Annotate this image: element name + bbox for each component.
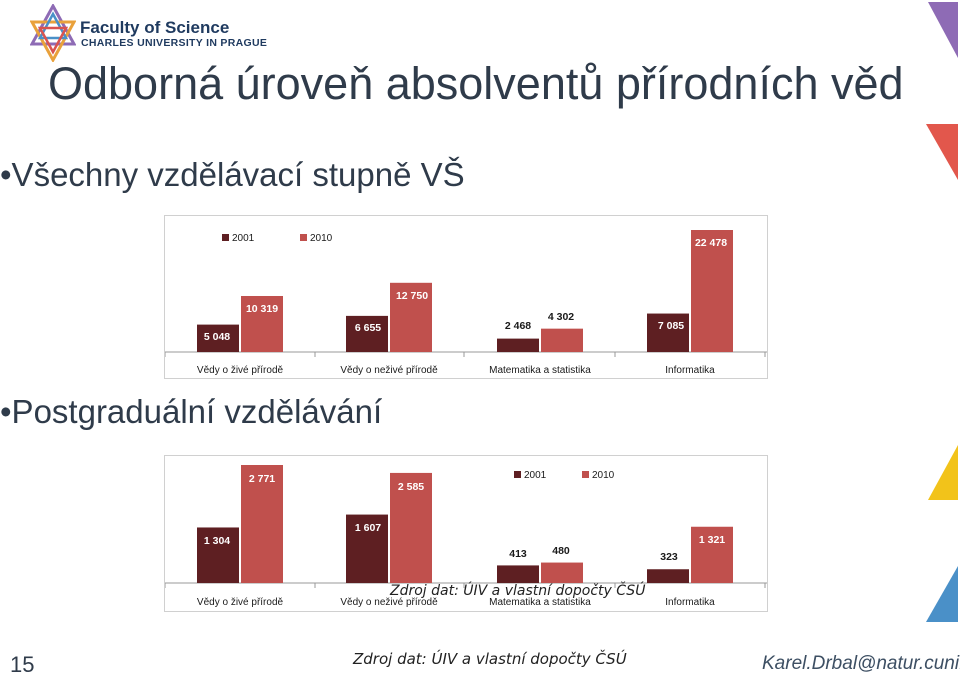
data-label: 1 607 [355, 522, 381, 534]
data-label: 4 302 [548, 311, 574, 323]
bar-2001 [197, 324, 239, 352]
category-label: Vědy o živé přírodě [197, 597, 284, 608]
bar-2001 [346, 315, 388, 352]
data-label: 1 304 [204, 535, 230, 547]
blue-triangle-icon [926, 566, 958, 622]
bar-2010 [241, 295, 283, 352]
source-note-footer: Zdroj dat: ÚIV a vlastní dopočty ČSÚ [353, 650, 627, 668]
data-label: 2 468 [505, 320, 531, 332]
side-decoration [926, 2, 958, 622]
data-label: 12 750 [396, 290, 428, 302]
data-label: 413 [509, 548, 527, 560]
bar-2010 [541, 562, 583, 583]
category-label: Matematika a statistika [489, 365, 591, 376]
data-label: 2 585 [398, 481, 424, 493]
legend-label-2010: 2010 [310, 233, 333, 244]
purple-triangle-icon [928, 2, 958, 58]
bar-2010 [390, 472, 432, 583]
bullet-all-levels: •Všechny vzdělávací stupně VŠ [0, 156, 465, 193]
data-label: 10 319 [246, 303, 278, 315]
bar-2010 [691, 526, 733, 583]
logo-star-icon [29, 2, 77, 64]
data-label: 1 321 [699, 534, 725, 546]
faculty-logo [29, 2, 77, 64]
yellow-triangle-icon [928, 445, 958, 500]
bar-2001 [647, 569, 689, 583]
legend-label-2010: 2010 [592, 470, 615, 481]
legend-label-2001: 2001 [524, 470, 547, 481]
category-label: Vědy o živé přírodě [197, 365, 284, 376]
data-label: 6 655 [355, 322, 381, 334]
bar-2010 [541, 328, 583, 352]
legend-swatch-2010 [582, 471, 589, 478]
chart-all-levels: 5 048 10 319 Vědy o živé přírodě 6 655 12 75… [164, 215, 768, 379]
bar-2001 [497, 565, 539, 583]
author-email: Karel.Drbal@natur.cuni.cz [762, 653, 960, 674]
bullet-postgraduate: •Postgraduální vzdělávání [0, 393, 383, 430]
faculty-name: Faculty of Science [80, 18, 230, 37]
source-note-overlay: Zdroj dat: ÚIV a vlastní dopočty ČSÚ [390, 583, 646, 599]
bar-2010 [390, 282, 432, 352]
bar-2001 [647, 313, 689, 352]
page-title: Odborná úroveň absolventů přírodních věd [48, 58, 904, 109]
data-label: 22 478 [695, 237, 727, 249]
university-name: CHARLES UNIVERSITY IN PRAGUE [81, 37, 268, 49]
category-label: Matematika a statistika [489, 597, 591, 608]
data-label: 2 771 [249, 473, 275, 485]
legend-label-2001: 2001 [232, 233, 255, 244]
legend-swatch-2010 [300, 234, 307, 241]
bar-2010 [241, 465, 283, 583]
legend-swatch-2001 [514, 471, 521, 478]
legend-swatch-2001 [222, 234, 229, 241]
bar-2010 [691, 230, 733, 352]
data-label: 5 048 [204, 331, 230, 343]
data-label: 480 [552, 545, 570, 557]
category-label: Informatika [665, 597, 715, 608]
category-label: Vědy o neživé přírodě [340, 597, 438, 608]
red-triangle-icon [926, 124, 958, 180]
bar-2001 [497, 338, 539, 352]
chart-postgraduate-svg: 1 304 2 771 Vědy o živé přírodě 1 607 2 585 V… [164, 465, 767, 608]
data-label: 323 [660, 551, 678, 563]
slide-number: 15 [10, 652, 35, 677]
chart-all-levels-svg: 5 048 10 319 Vědy o živé přírodě 6 655 12 75… [164, 230, 767, 376]
category-label: Informatika [665, 365, 715, 376]
chart-postgraduate: 1 304 2 771 Vědy o živé přírodě 1 607 2 585 V… [164, 455, 768, 612]
category-label: Vědy o neživé přírodě [340, 365, 438, 376]
bar-2001 [346, 514, 388, 583]
data-label: 7 085 [658, 320, 684, 332]
bar-2001 [197, 527, 239, 583]
